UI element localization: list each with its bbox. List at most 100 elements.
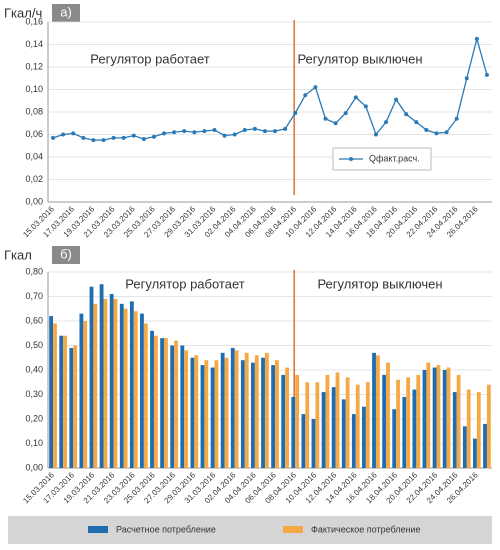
y-tick-label: 0,60 (25, 315, 43, 325)
bar (483, 423, 487, 468)
data-point (212, 128, 217, 132)
data-point (111, 135, 116, 140)
bar (416, 374, 421, 468)
bar (456, 374, 461, 468)
bar (396, 379, 400, 468)
bar (214, 360, 219, 468)
y-tick-label: 0,40 (25, 364, 43, 374)
bar (261, 357, 265, 468)
y-tick-label: 0,12 (25, 61, 43, 71)
data-point (71, 131, 76, 136)
bar (184, 350, 189, 468)
bar (150, 330, 154, 468)
bar (59, 335, 64, 468)
y-tick-label: 0,00 (25, 196, 43, 206)
bar (53, 323, 57, 468)
data-point (273, 129, 278, 134)
bar (281, 374, 286, 468)
data-point (414, 120, 419, 125)
bar (362, 406, 366, 468)
data-point (61, 132, 66, 137)
data-point (232, 132, 237, 137)
panel-label-box (52, 4, 80, 22)
data-point (394, 97, 399, 102)
data-point (353, 95, 358, 100)
bar (264, 352, 269, 468)
data-point (404, 112, 409, 117)
bar (436, 365, 441, 468)
panel-label: б) (60, 246, 72, 261)
data-point (151, 134, 156, 139)
y-tick-label: 0,04 (25, 151, 43, 161)
bar (244, 352, 249, 468)
bar (476, 392, 481, 468)
data-point (303, 93, 308, 98)
bar (224, 357, 229, 468)
data-point (474, 36, 479, 41)
bar (63, 335, 67, 468)
bar (341, 399, 346, 468)
bar (119, 303, 124, 468)
data-point (51, 135, 56, 140)
data-point (313, 85, 318, 90)
bar (271, 365, 276, 468)
bar (113, 298, 118, 468)
bar (422, 370, 427, 468)
bar (93, 303, 98, 468)
bar (103, 298, 108, 468)
bar (210, 367, 215, 468)
y-tick-label: 0,30 (25, 389, 43, 399)
data-point (384, 120, 389, 125)
legend-label: Qфакт.расч. (369, 153, 420, 163)
data-point (252, 126, 257, 131)
bar (351, 414, 356, 468)
bar (164, 338, 168, 468)
bar (251, 362, 255, 468)
y-axis-label: Гкал/ч (4, 5, 42, 20)
bar (315, 382, 320, 468)
bar (321, 392, 326, 468)
data-point (454, 116, 459, 121)
bar (325, 374, 330, 468)
bar (412, 389, 417, 468)
bar (446, 367, 451, 468)
bar (473, 438, 477, 468)
bar (69, 347, 74, 468)
bar (442, 370, 447, 468)
legend-swatch (283, 526, 303, 533)
data-point (202, 129, 207, 134)
data-point (283, 126, 288, 131)
bar (204, 360, 209, 468)
y-tick-label: 0,10 (25, 438, 43, 448)
bar (79, 313, 84, 468)
annotation: Регулятор выключен (317, 276, 442, 291)
y-tick-label: 0,02 (25, 174, 43, 184)
bar (331, 387, 336, 468)
bar (230, 347, 235, 468)
y-tick-label: 0,70 (25, 291, 43, 301)
bar (295, 374, 300, 468)
bar (375, 355, 380, 468)
bar (372, 352, 376, 468)
data-point (131, 133, 136, 138)
bar (123, 308, 128, 468)
y-tick-label: 0,06 (25, 129, 43, 139)
bar (153, 335, 158, 468)
data-point (222, 133, 227, 138)
y-tick-label: 0,08 (25, 106, 43, 116)
bar (133, 311, 138, 468)
bar (49, 316, 54, 468)
bar (194, 355, 199, 468)
bar (285, 367, 289, 468)
bar (140, 313, 144, 468)
bar (462, 426, 467, 468)
panel-label-box (52, 246, 80, 264)
panel-label: а) (60, 4, 72, 19)
annotation: Регулятор работает (90, 51, 209, 66)
data-point (81, 135, 86, 140)
bar (355, 384, 360, 468)
data-point (424, 128, 429, 132)
data-point (444, 130, 449, 135)
bar (220, 352, 225, 468)
data-point (182, 129, 187, 134)
